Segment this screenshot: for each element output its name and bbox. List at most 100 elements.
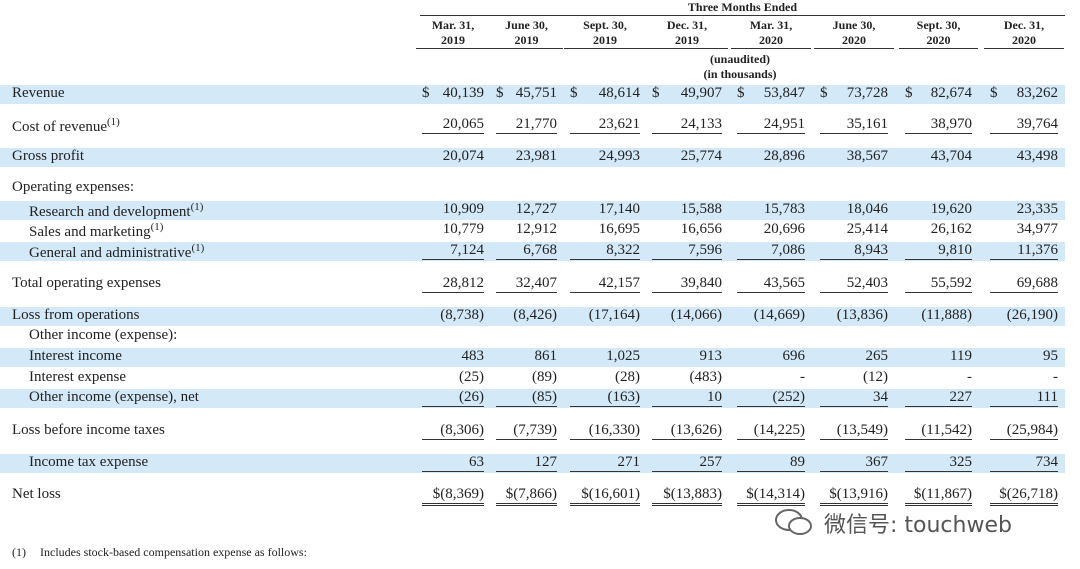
column-header: 2019 [416,33,490,49]
row-label: Revenue [12,85,64,102]
value-cell: 111 [990,389,1058,407]
value-cell: 15,588 [680,201,722,217]
value-cell: 69,688 [990,275,1058,293]
value-cell: 7,596 [652,242,722,260]
column-header: Dec. 31, [666,18,708,32]
value-cell: $(7,866) [496,486,557,506]
row-label: Net loss [12,486,61,503]
value-cell: - [800,369,805,385]
label-text: Interest income [29,348,122,364]
row-band [0,307,1065,326]
column-header: 2020 [731,33,811,49]
value-cell: $(13,883) [652,486,722,506]
value-cell: 227 [905,389,972,407]
value-cell: (252) [737,389,805,407]
value-cell: 913 [699,348,723,364]
label-text: Loss from operations [12,307,140,323]
value-cell: 265 [865,348,889,364]
value-cell: 28,896 [763,148,805,164]
value-cell: (14,225) [737,422,805,440]
label-text: Revenue [12,85,65,101]
value-cell: 38,970 [905,116,972,134]
value-cell: $(11,867) [905,486,972,506]
row-label: Loss before income taxes [12,422,165,439]
value-cell: 95 [1043,348,1058,364]
value-cell: $49,907 [652,85,722,101]
row-label: General and administrative(1) [29,242,204,262]
value-cell: (163) [570,389,640,407]
row-label: Cost of revenue(1) [12,116,120,136]
value-cell: $73,728 [820,85,888,101]
value-cell: (8,426) [513,307,557,323]
value-cell: $(16,601) [570,486,640,506]
label-text: Loss before income taxes [12,422,165,438]
label-text: Income tax expense [29,454,149,470]
row-label: Operating expenses: [12,179,134,196]
row-label: Gross profit [12,148,84,165]
value-cell: (25,984) [990,422,1058,440]
value-cell: 24,993 [598,148,640,164]
row-band [0,242,1065,261]
footnote-ref: (1) [191,242,205,254]
value-cell: 63 [422,454,484,472]
value-cell: (26,190) [1006,307,1058,323]
value-cell: $53,847 [737,85,805,101]
value-cell: (28) [615,369,640,385]
row-label: Sales and marketing(1) [29,221,163,241]
value-cell: (483) [689,369,723,385]
value-cell: 23,335 [1016,201,1058,217]
value-cell: (85) [496,389,557,407]
value-cell: 16,695 [598,221,640,237]
row-band [0,389,1065,408]
value-cell: 9,810 [905,242,972,260]
value-cell: 127 [496,454,557,472]
value-cell: 10,909 [442,201,484,217]
value-cell: 25,774 [680,148,722,164]
value-cell: $(13,916) [820,486,888,506]
value-cell: 23,621 [570,116,640,134]
value-cell: 20,074 [442,148,484,164]
label-text: Sales and marketing [29,224,151,240]
row-label: Research and development(1) [29,201,203,221]
value-cell: 39,840 [652,275,722,293]
value-cell: (89) [532,369,557,385]
label-text: Operating expenses: [12,179,135,195]
value-cell: 483 [461,348,485,364]
value-cell: 11,376 [990,242,1058,260]
value-cell: 34,977 [1016,221,1058,237]
value-cell: 35,161 [820,116,888,134]
value-cell: 38,567 [846,148,888,164]
value-cell: 39,764 [990,116,1058,134]
value-cell: 24,951 [737,116,805,134]
value-cell: 43,704 [930,148,972,164]
value-cell: $(8,369) [422,486,484,506]
value-cell: $45,751 [496,85,557,101]
column-header: Sept. 30, [916,18,961,32]
value-cell: (11,542) [905,422,972,440]
value-cell: (12) [863,369,888,385]
label-text: Other income (expense): [29,327,178,343]
row-label: Income tax expense [29,454,148,471]
value-cell: 28,812 [422,275,484,293]
value-cell: 52,403 [820,275,888,293]
row-band [0,201,1065,220]
row-band [0,454,1065,473]
column-header: Mar. 31, [431,18,475,32]
value-cell: 6,768 [496,242,557,260]
value-cell: 55,592 [905,275,972,293]
label-text: Gross profit [12,148,85,164]
value-cell: 8,943 [820,242,888,260]
value-cell: 119 [950,348,972,364]
value-cell: (14,066) [670,307,722,323]
label-text: Interest expense [29,369,127,385]
column-header: 2019 [646,33,728,49]
value-cell: $83,262 [990,85,1058,101]
value-cell: 20,696 [763,221,805,237]
column-header: Mar. 31, [749,18,793,32]
value-cell: 23,981 [515,148,557,164]
value-cell: 15,783 [763,201,805,217]
label-text: General and administrative [29,245,192,261]
value-cell: (26) [422,389,484,407]
row-label: Interest income [29,348,122,365]
